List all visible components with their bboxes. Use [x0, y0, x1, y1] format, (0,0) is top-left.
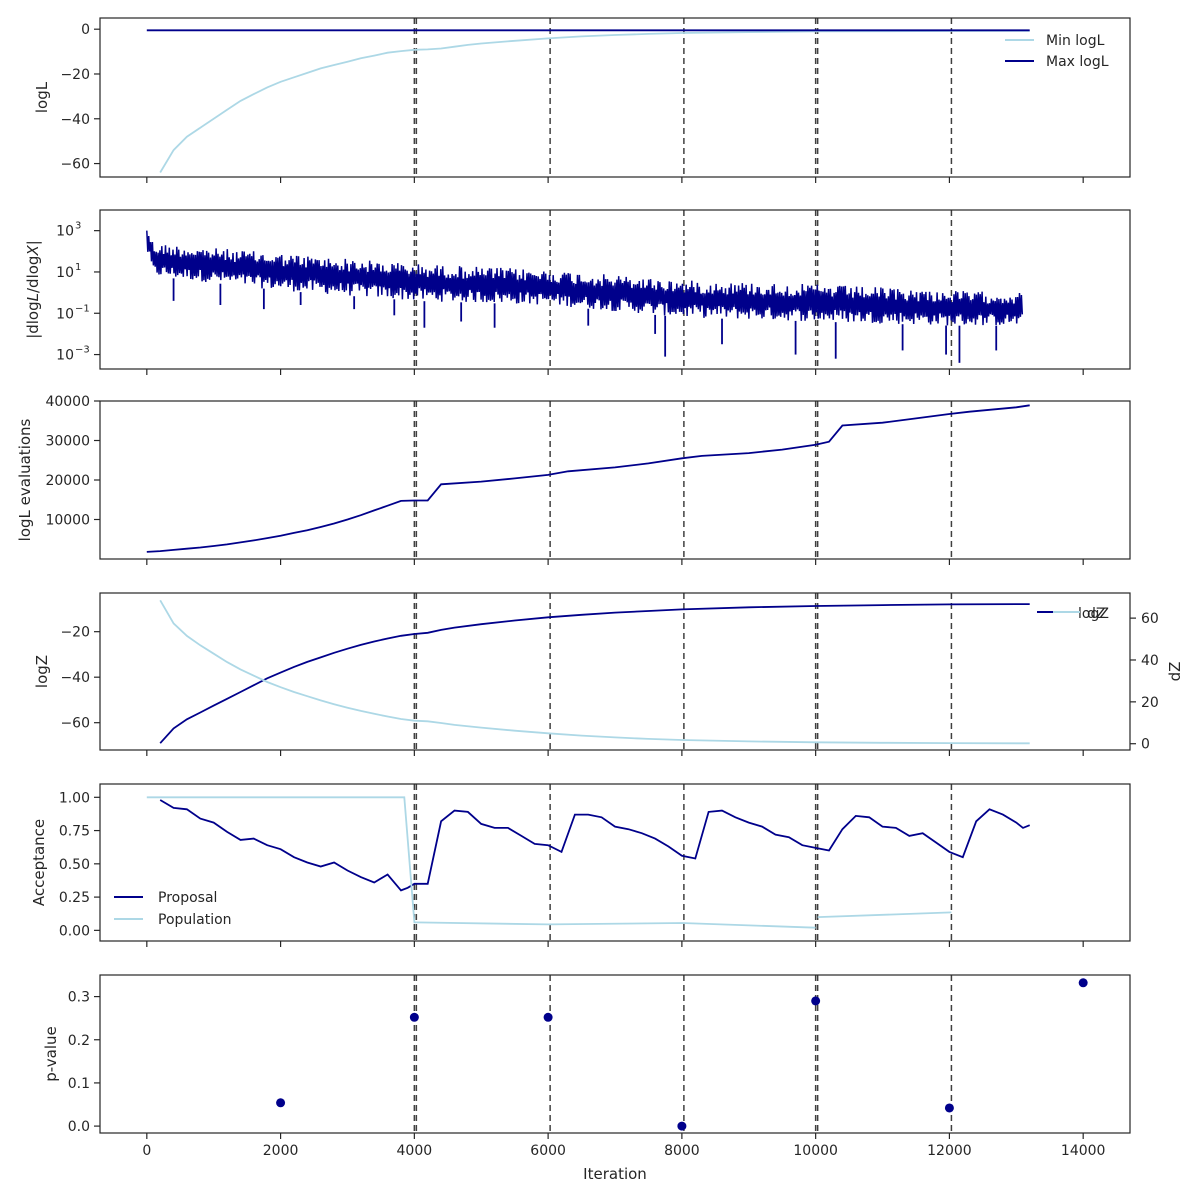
plot-area [146, 210, 1024, 369]
y-tick-label: −60 [60, 716, 90, 732]
y-tick-right-label: 20 [1141, 695, 1159, 711]
axes-frame [99, 974, 1131, 1134]
series-proposal [159, 799, 1031, 892]
y-tick-label: −40 [60, 112, 90, 128]
plot-area [146, 784, 1031, 941]
y-tick-label: 10 [56, 348, 74, 364]
point-3 [677, 1121, 687, 1131]
y-axis-label: logZ [33, 655, 51, 688]
y-tick-label: 0.00 [59, 923, 90, 939]
y-axis-label: |dlogL/dlogX| [24, 240, 42, 339]
plot-area [146, 401, 1030, 559]
legend-label: logZ [1078, 606, 1109, 622]
series-population-seg2 [817, 911, 952, 918]
series-dz [159, 599, 1030, 745]
y-tick-label: −40 [60, 670, 90, 686]
legend-label: dZ [1087, 606, 1105, 622]
y-tick-label: 0.3 [68, 990, 90, 1006]
legend: Min logL Max logL [1005, 33, 1109, 70]
y-tick-label: 0.2 [68, 1033, 90, 1049]
x-tick-label: 0 [142, 1143, 151, 1159]
panel-3: 10000 20000 30000 40000 logL evaluations [16, 394, 1131, 565]
y-tick-label: 10 [56, 265, 74, 281]
y-axis-label: p-value [42, 1026, 60, 1082]
y-tick-right-label: 60 [1141, 611, 1159, 627]
series-population-seg1 [416, 921, 816, 929]
y-tick-exponent: −3 [75, 345, 90, 356]
axes-frame [99, 209, 1131, 370]
legend-label: Min logL [1046, 33, 1105, 49]
y-tick-label: −60 [60, 157, 90, 173]
y-tick-label: 0.1 [68, 1076, 90, 1092]
axes-frame [99, 400, 1131, 560]
legend-label: Population [158, 912, 232, 928]
y-axis-label: logL evaluations [16, 418, 34, 541]
axes-frame [99, 17, 1131, 178]
y-tick-label: 10 [56, 306, 74, 322]
y-tick-right-label: 40 [1141, 653, 1159, 669]
series-dlogL [146, 230, 1024, 326]
y-tick-right-label: 0 [1141, 737, 1150, 753]
y-tick-label: −20 [60, 67, 90, 83]
y-tick-label: 0.25 [59, 890, 90, 906]
axes-frame [99, 592, 1131, 751]
y-tick-label: 20000 [45, 473, 90, 489]
x-tick-label: 8000 [664, 1143, 700, 1159]
legend-label: Proposal [158, 890, 217, 906]
y-tick-exponent: 1 [75, 262, 81, 273]
y-tick-exponent: −1 [75, 303, 90, 314]
series-min-logl [159, 30, 1030, 173]
y-tick-label: 1.00 [59, 790, 90, 806]
x-tick-label: 2000 [263, 1143, 299, 1159]
y-axis-label: logL [33, 81, 51, 113]
point-6 [1078, 978, 1088, 988]
x-tick-label: 12000 [927, 1143, 972, 1159]
plot-area [159, 593, 1030, 750]
point-2 [543, 1012, 553, 1022]
plot-area [413, 975, 953, 1133]
point-0 [276, 1098, 286, 1108]
x-tick-label: 4000 [397, 1143, 433, 1159]
y-tick-label: 0.50 [59, 857, 90, 873]
x-axis-label: Iteration [583, 1165, 647, 1183]
y-tick-label: 10 [56, 224, 74, 240]
y-tick-label: 30000 [45, 434, 90, 450]
y-axis-label: Acceptance [30, 819, 48, 906]
y-axis-label-right: dZ [1166, 662, 1184, 682]
point-5 [944, 1103, 954, 1113]
legend: Proposal Population [114, 890, 232, 928]
panel-5: 1.00 0.75 0.50 0.25 0.00 Acceptance Proposal Po… [30, 783, 1131, 947]
y-tick-exponent: 3 [75, 221, 81, 232]
y-tick-label: 40000 [45, 394, 90, 410]
legend-label: Max logL [1046, 54, 1109, 70]
axes-frame [99, 783, 1131, 942]
point-1 [409, 1012, 419, 1022]
plot-area [146, 18, 1030, 177]
y-tick-label: 0.75 [59, 824, 90, 840]
x-tick-label: 6000 [530, 1143, 566, 1159]
point-4 [811, 996, 821, 1006]
series-population-seg0 [146, 796, 417, 924]
series-logz [159, 603, 1030, 744]
series-0 [146, 404, 1030, 553]
y-tick-label: −20 [60, 625, 90, 641]
x-tick-label: 14000 [1061, 1143, 1106, 1159]
y-tick-label: 10000 [45, 513, 90, 529]
y-tick-label: 0 [81, 22, 90, 38]
panel-1: 0 −20 −40 −60 logL Min logL Max logL [33, 17, 1131, 183]
x-tick-label: 10000 [793, 1143, 838, 1159]
y-tick-label: 0.0 [68, 1119, 90, 1135]
panel-6: 0 2000 4000 6000 8000 10000 12000 14000 0.0 0.1 0.… [42, 974, 1131, 1183]
